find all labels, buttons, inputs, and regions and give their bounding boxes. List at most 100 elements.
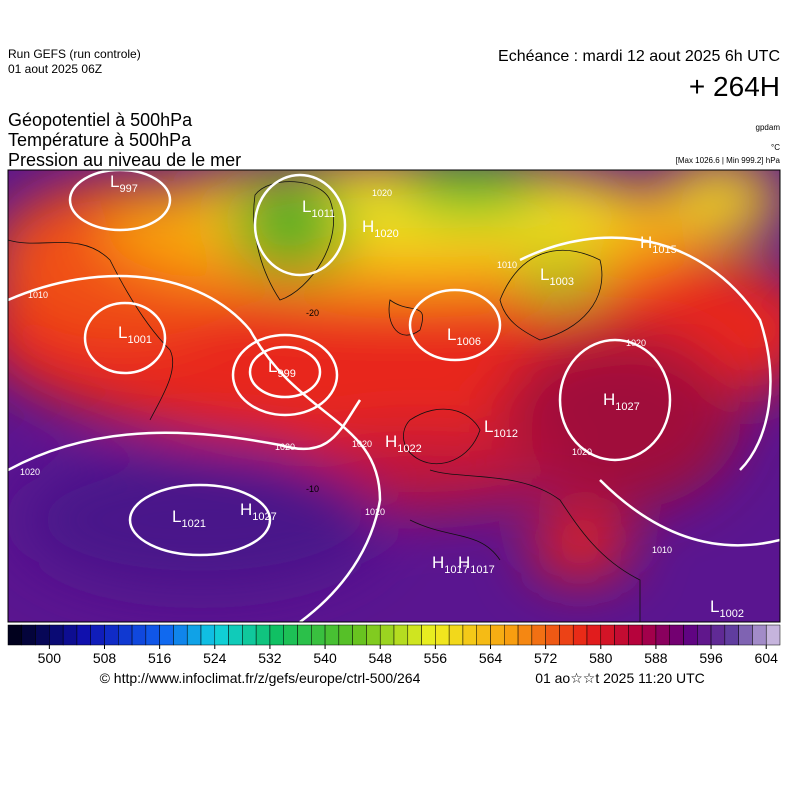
pressure-center: L1012 bbox=[484, 417, 518, 440]
colorbar-cell bbox=[531, 624, 546, 646]
colorbar-tick-label: 588 bbox=[644, 650, 668, 666]
center-type: L bbox=[302, 197, 311, 216]
center-value: 1017 bbox=[470, 564, 494, 576]
forecast-time: Echéance : mardi 12 aout 2025 6h UTC bbox=[498, 48, 780, 65]
colorbar-cell bbox=[669, 624, 684, 646]
colorbar-cell bbox=[490, 624, 505, 646]
issue-date: 01 ao☆☆t 2025 11:20 UTC bbox=[535, 670, 705, 686]
colorbar-cell bbox=[338, 624, 353, 646]
center-value: 1015 bbox=[652, 244, 676, 256]
colorbar-cell bbox=[462, 624, 477, 646]
center-value: 1012 bbox=[493, 428, 517, 440]
pressure-center: L1011 bbox=[302, 197, 335, 220]
colorbar-cell bbox=[173, 624, 188, 646]
run-label: Run GEFS (run controle) bbox=[8, 47, 141, 61]
colorbar-cell bbox=[90, 624, 105, 646]
colorbar-tick-label: 596 bbox=[699, 650, 723, 666]
colorbar-cell bbox=[517, 624, 533, 646]
center-type: H bbox=[640, 233, 652, 252]
pressure-center: L1021 bbox=[172, 507, 206, 530]
isobar-label: 1010 bbox=[497, 260, 517, 270]
center-type: L bbox=[110, 172, 119, 191]
colorbar-tick-label: 548 bbox=[369, 650, 393, 666]
colorbar-cell bbox=[283, 624, 298, 646]
center-type: L bbox=[540, 265, 549, 284]
colorbar-cell bbox=[628, 624, 643, 646]
isobar-label: 1020 bbox=[626, 338, 646, 348]
colorbar-cell bbox=[545, 624, 560, 646]
colorbar-cell bbox=[214, 624, 229, 646]
pressure-center: H1022 bbox=[385, 432, 422, 455]
center-type: H bbox=[240, 500, 252, 519]
pressure-center: L1002 bbox=[710, 597, 744, 620]
center-value: 1020 bbox=[374, 228, 398, 240]
colorbar-tick-label: 540 bbox=[313, 650, 337, 666]
pressure-center: H1017 bbox=[432, 553, 469, 576]
center-type: L bbox=[710, 597, 719, 616]
center-type: H bbox=[458, 553, 470, 572]
pressure-center: L1006 bbox=[447, 325, 481, 348]
colorbar-tick-label: 524 bbox=[203, 650, 227, 666]
colorbar-tick-label: 604 bbox=[755, 650, 779, 666]
colorbar-cell bbox=[614, 624, 629, 646]
center-value: 1021 bbox=[181, 518, 205, 530]
colorbar-cell bbox=[297, 624, 312, 646]
colorbar-cell bbox=[572, 624, 588, 646]
isotherm-label: -20 bbox=[306, 308, 319, 318]
pressure-center: H1015 bbox=[640, 233, 677, 256]
pressure-center: L1001 bbox=[118, 323, 152, 346]
colorbar-cell bbox=[49, 624, 64, 646]
unit-label: °C bbox=[771, 143, 780, 152]
pressure-center: L1003 bbox=[540, 265, 574, 288]
map-frame bbox=[7, 169, 781, 623]
isobar-label: 1020 bbox=[352, 439, 372, 449]
isobar-label: 1010 bbox=[652, 545, 672, 555]
field-title: Pression au niveau de le mer bbox=[8, 150, 241, 170]
field-title: Géopotentiel à 500hPa bbox=[8, 110, 193, 130]
colorbar-tick-label: 508 bbox=[93, 650, 117, 666]
colorbar-cell bbox=[35, 624, 50, 646]
run-date: 01 aout 2025 06Z bbox=[8, 62, 102, 76]
center-type: L bbox=[484, 417, 493, 436]
colorbar-cell bbox=[352, 624, 367, 646]
colorbar-tick-label: 556 bbox=[424, 650, 448, 666]
colorbar-cell bbox=[435, 624, 450, 646]
colorbar-cell bbox=[379, 624, 395, 646]
center-type: L bbox=[268, 357, 277, 376]
colorbar-cell bbox=[421, 624, 436, 646]
center-type: L bbox=[447, 325, 456, 344]
colorbar-cell bbox=[7, 624, 23, 646]
colorbar-tick-label: 572 bbox=[534, 650, 558, 666]
field-title: Température à 500hPa bbox=[8, 130, 192, 150]
colorbar-cell bbox=[255, 624, 271, 646]
center-value: 1022 bbox=[397, 443, 421, 455]
center-type: L bbox=[118, 323, 127, 342]
colorbar-cell bbox=[393, 624, 409, 646]
colorbar-cell bbox=[448, 624, 464, 646]
center-value: 1027 bbox=[615, 401, 639, 413]
pressure-center: H1020 bbox=[362, 217, 399, 240]
isobar-label: 1020 bbox=[275, 442, 295, 452]
colorbar-cell bbox=[159, 624, 174, 646]
colorbar-cell bbox=[600, 624, 615, 646]
colorbar-cell bbox=[324, 624, 340, 646]
colorbar-cell bbox=[131, 624, 147, 646]
isobar-label: 1010 bbox=[28, 290, 48, 300]
colorbar-cell bbox=[21, 624, 36, 646]
pressure-center: H1017 bbox=[458, 553, 495, 576]
colorbar-cell bbox=[476, 624, 491, 646]
pressure-center: H1027 bbox=[603, 390, 640, 413]
colorbar-cell bbox=[186, 624, 202, 646]
colorbar-cell bbox=[710, 624, 726, 646]
colorbar-cell bbox=[752, 624, 767, 646]
center-type: H bbox=[603, 390, 615, 409]
colorbar-cell bbox=[559, 624, 574, 646]
colorbar-cell bbox=[738, 624, 753, 646]
center-value: 1003 bbox=[549, 276, 573, 288]
colorbar-cell bbox=[655, 624, 670, 646]
colorbar-tick-label: 516 bbox=[148, 650, 172, 666]
colorbar-cell bbox=[269, 624, 284, 646]
center-value: 1011 bbox=[311, 208, 335, 220]
colorbar-cell bbox=[76, 624, 91, 646]
